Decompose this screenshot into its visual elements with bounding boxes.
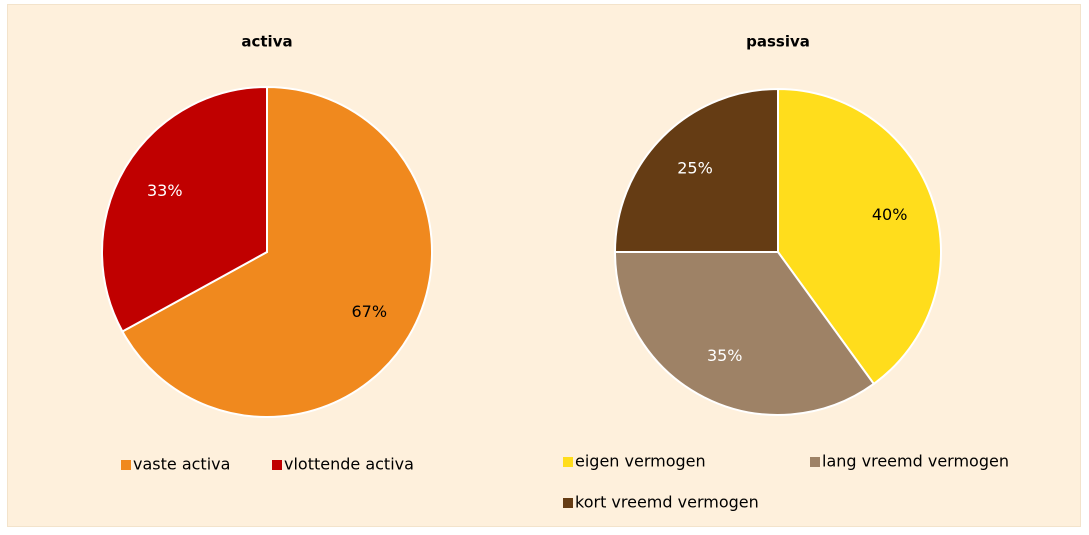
legend-swatch [563,498,573,508]
data-label: 25% [677,159,713,178]
data-label: 40% [872,205,908,224]
pie-slice [121,85,433,418]
chart-title: passiva [746,33,810,51]
legend-label: kort vreemd vermogen [575,493,759,512]
pie-slice [101,85,268,333]
legend-label: vlottende activa [284,455,414,474]
legend-label: lang vreemd vermogen [822,452,1009,471]
legend-label: eigen vermogen [575,452,706,471]
chart-title: activa [241,33,292,51]
legend-swatch [272,460,282,470]
pie-slice [777,87,942,386]
data-label: 33% [147,181,183,200]
legend-swatch [810,457,820,467]
legend-swatch [121,460,131,470]
data-label: 67% [351,302,387,321]
data-label: 35% [707,346,743,365]
legend-label: vaste activa [133,455,230,474]
pie-slice [613,87,779,253]
legend-swatch [563,457,573,467]
pie-slice [613,251,876,416]
